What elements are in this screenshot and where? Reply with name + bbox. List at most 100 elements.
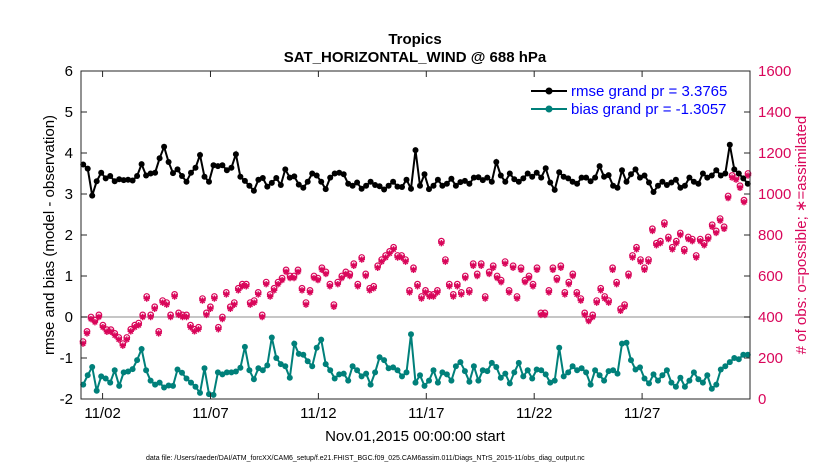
bias-point [529, 375, 536, 382]
bias-point [511, 369, 518, 376]
rmse-point [659, 178, 666, 185]
obs-possible-point [183, 311, 190, 319]
obs-possible-point [286, 272, 294, 280]
obs-possible-point [374, 262, 382, 270]
obs-possible-point [477, 260, 485, 268]
obs-assimilated-point [470, 262, 477, 269]
obs-assimilated-point [541, 311, 549, 319]
obs-possible-point [688, 235, 696, 243]
legend-bias-text: bias grand pr = -1.3057 [571, 101, 727, 118]
obs-assimilated-point [685, 235, 692, 243]
right-tick-label: 1600 [758, 63, 791, 80]
obs-possible-point [406, 287, 413, 294]
obs-possible-point [298, 284, 306, 292]
rmse-point [201, 173, 208, 180]
obs-assimilated-point [657, 240, 664, 247]
obs-possible-point [199, 295, 206, 303]
bias-point [686, 377, 693, 384]
rmse-point [232, 151, 239, 158]
rmse-point [228, 164, 235, 171]
obs-possible-point [99, 321, 107, 329]
obs-possible-point [294, 266, 302, 274]
x-axis-label: Nov.01,2015 00:00:00 start [325, 428, 506, 445]
rmse-point [560, 173, 567, 180]
bias-point [165, 382, 172, 389]
bias-point [632, 366, 639, 373]
rmse-point [713, 167, 720, 174]
rmse-point [138, 161, 145, 168]
bias-point [264, 362, 271, 369]
obs-assimilated-point [601, 295, 608, 302]
obs-assimilated-point [290, 274, 298, 282]
obs-possible-point [95, 311, 103, 319]
obs-possible-point [457, 289, 465, 296]
rmse-point [515, 178, 522, 185]
bias-point [708, 385, 715, 392]
obs-assimilated-point [262, 281, 270, 288]
obs-possible-point [676, 229, 684, 237]
bias-point [434, 379, 441, 386]
rmse-point [708, 172, 715, 179]
obs-possible-point [445, 280, 453, 288]
bias-point [309, 363, 316, 370]
obs-assimilated-point [621, 303, 628, 310]
obs-possible-point [597, 284, 605, 292]
obs-possible-point [398, 252, 406, 259]
obs-possible-point [426, 291, 433, 298]
rmse-point [241, 177, 248, 184]
obs-assimilated-point [565, 281, 573, 288]
obs-assimilated-point [673, 240, 680, 247]
obs-assimilated-point [681, 248, 688, 255]
bias-point [538, 367, 545, 374]
obs-assimilated-point [175, 311, 182, 319]
obs-possible-point [489, 262, 497, 270]
obs-possible-point [589, 311, 597, 319]
obs-possible-point [206, 303, 214, 311]
obs-possible-series [79, 170, 752, 348]
obs-assimilated-point [223, 291, 230, 298]
bias-point [129, 366, 136, 373]
obs-possible-point [346, 270, 354, 278]
bias-point [677, 374, 684, 381]
obs-assimilated-point [282, 268, 290, 276]
obs-possible-point [513, 293, 521, 300]
obs-assimilated-point [402, 258, 409, 265]
obs-assimilated-point [390, 246, 397, 253]
rmse-point [681, 182, 688, 189]
rmse-point [291, 173, 298, 180]
left-tick-label: 0 [65, 309, 73, 326]
obs-possible-point [712, 227, 720, 235]
bias-point [246, 367, 253, 374]
rmse-point [663, 182, 670, 188]
obs-possible-point [254, 289, 262, 296]
bias-point [628, 357, 634, 364]
rmse-point [116, 176, 123, 183]
bias-point [484, 368, 491, 375]
bias-point [461, 368, 468, 375]
bias-series [80, 331, 751, 398]
rmse-point [484, 174, 491, 181]
bias-point [143, 367, 150, 374]
obs-assimilated-point [645, 258, 652, 265]
obs-possible-point [214, 323, 222, 331]
obs-assimilated-point [569, 272, 576, 280]
rmse-point [170, 170, 176, 177]
rmse-point [161, 143, 168, 150]
rmse-point [403, 176, 410, 183]
bias-point [345, 377, 352, 384]
obs-assimilated-point [199, 297, 206, 304]
right-tick-label: 200 [758, 350, 783, 367]
rmse-point [300, 184, 307, 191]
obs-possible-point [629, 252, 636, 259]
rmse-point [295, 181, 302, 188]
bias-point [672, 383, 679, 390]
obs-assimilated-point [179, 313, 186, 321]
rmse-point [614, 184, 621, 191]
obs-assimilated-point [255, 291, 262, 298]
bias-point [381, 357, 388, 364]
obs-assimilated-point [625, 272, 632, 280]
bias-point [506, 380, 513, 387]
obs-possible-point [322, 268, 330, 276]
obs-possible-point [553, 274, 561, 282]
bias-point [592, 367, 599, 374]
